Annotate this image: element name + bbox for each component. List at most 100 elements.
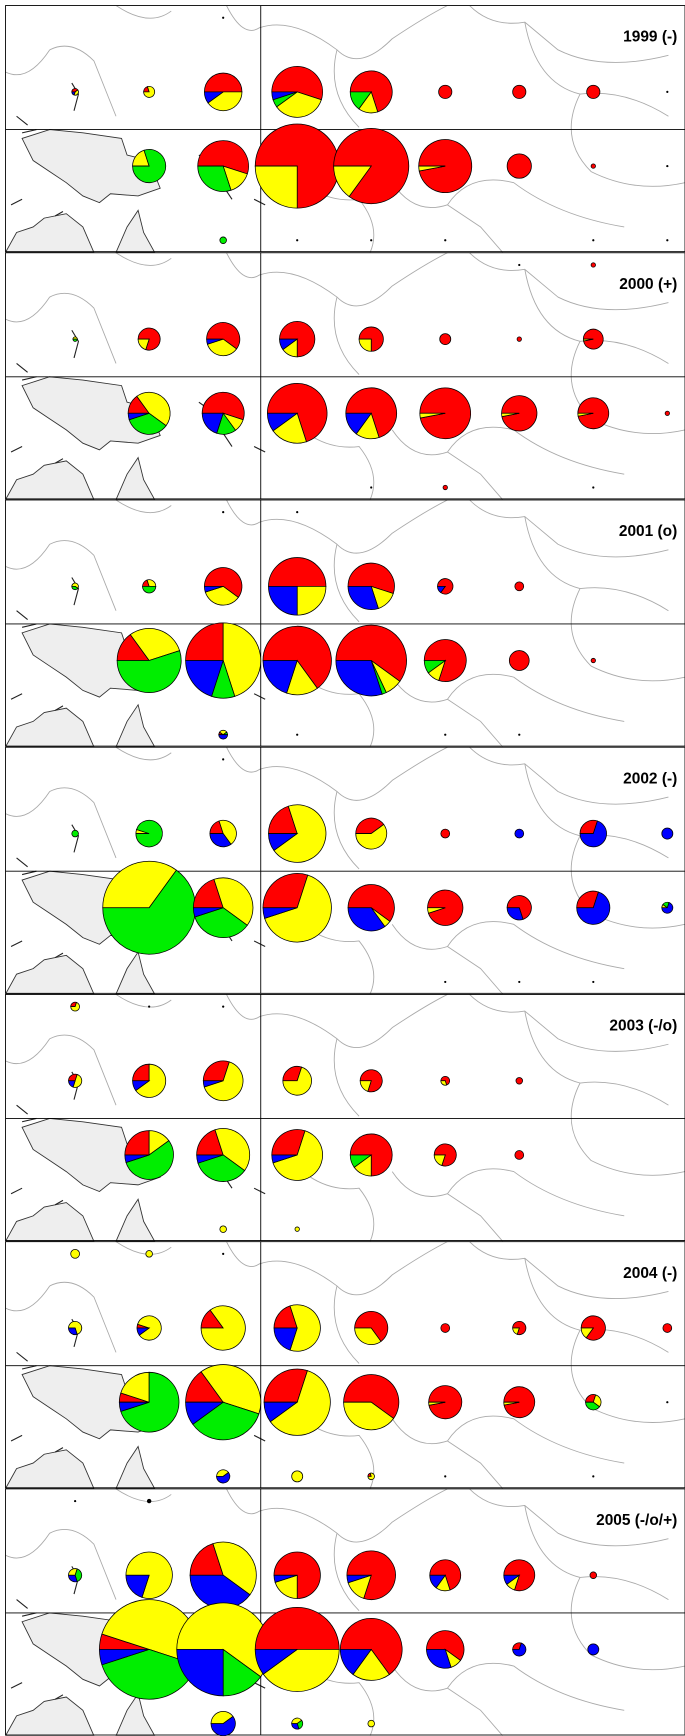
pie	[268, 557, 327, 616]
pie-wedge	[185, 1401, 225, 1425]
pie-wedge	[120, 1371, 180, 1433]
pie-wedge	[272, 1130, 323, 1181]
pie-wedge	[349, 1133, 393, 1177]
pie	[343, 1374, 400, 1431]
pie-wedge	[132, 1063, 150, 1082]
pie	[200, 1305, 246, 1351]
pie-wedge	[204, 585, 239, 606]
pie	[71, 88, 79, 96]
pie-wedge	[214, 1128, 251, 1172]
panel-label: 2001 (o)	[619, 523, 677, 540]
pie	[503, 1386, 536, 1419]
pie-wedge	[346, 1550, 396, 1600]
pie-wedge	[440, 828, 451, 839]
pie	[196, 1128, 251, 1182]
panel-label: 2002 (-)	[623, 770, 677, 787]
pie	[506, 153, 532, 179]
pie	[426, 1630, 465, 1669]
pie	[135, 819, 163, 848]
pie-wedge	[143, 85, 156, 98]
pie-wedge	[136, 391, 171, 427]
pie	[666, 1401, 669, 1404]
pie-wedge	[70, 1249, 80, 1259]
pie	[355, 817, 388, 850]
pie	[576, 890, 611, 925]
map-background	[6, 747, 685, 994]
pie-wedge	[433, 1154, 446, 1166]
pie-dot	[444, 733, 447, 736]
pie-wedge	[197, 165, 232, 192]
pie	[219, 236, 227, 244]
pie-wedge	[273, 1574, 298, 1583]
pie-dot	[148, 1005, 151, 1008]
pie	[508, 650, 530, 671]
pie-wedge	[262, 1649, 340, 1692]
pie	[428, 1385, 463, 1420]
pie-dot	[444, 1475, 447, 1478]
pie-wedge	[262, 660, 298, 694]
pie	[501, 395, 538, 432]
pie	[589, 1571, 597, 1579]
pie	[423, 639, 467, 682]
pie-wedge	[418, 165, 446, 172]
panel-label: 2003 (-/o)	[609, 1018, 677, 1035]
pie-dot	[222, 1005, 225, 1008]
pie	[72, 336, 78, 342]
pie	[206, 322, 241, 357]
pie-wedge	[132, 149, 167, 184]
pie-wedge	[359, 1080, 372, 1092]
pie	[143, 85, 156, 98]
pie	[418, 139, 473, 193]
pie	[370, 486, 373, 489]
pie-wedge	[129, 628, 181, 661]
pie-dot	[666, 90, 669, 93]
pie	[271, 66, 323, 118]
pie-wedge	[263, 1368, 308, 1403]
pie	[70, 1001, 80, 1012]
pie-wedge	[68, 1080, 76, 1088]
pie-wedge	[429, 1574, 447, 1589]
pie	[429, 1559, 462, 1592]
pie	[586, 84, 601, 99]
pie-wedge	[587, 1643, 600, 1656]
pie-wedge	[515, 1077, 523, 1085]
pie-wedge	[296, 585, 327, 616]
pie-wedge	[664, 410, 670, 416]
pie-wedge	[269, 1370, 331, 1436]
pie-wedge	[333, 165, 372, 198]
pie-wedge	[347, 562, 395, 595]
map-background	[6, 994, 685, 1241]
pie	[148, 1005, 151, 1008]
pie	[185, 622, 262, 699]
pie-wedge	[347, 884, 395, 922]
pie-wedge	[192, 878, 224, 909]
pie-wedge	[118, 1401, 150, 1412]
pie-wedge	[102, 869, 196, 955]
pie-wedge	[367, 1719, 375, 1728]
pie-wedge	[662, 1323, 673, 1333]
pie	[440, 828, 451, 839]
pie-wedge	[580, 1327, 595, 1339]
pie	[661, 901, 674, 914]
pie	[347, 884, 395, 932]
pie	[137, 327, 161, 351]
panel-frame	[5, 746, 685, 994]
pie-dot	[222, 1252, 225, 1255]
pie-wedge	[367, 1472, 375, 1481]
pie	[440, 1076, 451, 1086]
pie-wedge	[503, 1401, 520, 1406]
pie	[444, 239, 447, 242]
pie-dot	[518, 733, 521, 736]
pie-wedge	[585, 1401, 601, 1411]
pie-dot	[222, 16, 225, 19]
pie-wedge	[516, 336, 522, 342]
pie-wedge	[209, 833, 232, 848]
pie	[419, 387, 472, 440]
pie	[503, 1559, 536, 1592]
pie-wedge	[503, 1574, 521, 1585]
pie-wedge	[268, 805, 298, 834]
pie	[222, 16, 225, 19]
pie-wedge	[347, 907, 386, 932]
pie	[132, 149, 167, 184]
